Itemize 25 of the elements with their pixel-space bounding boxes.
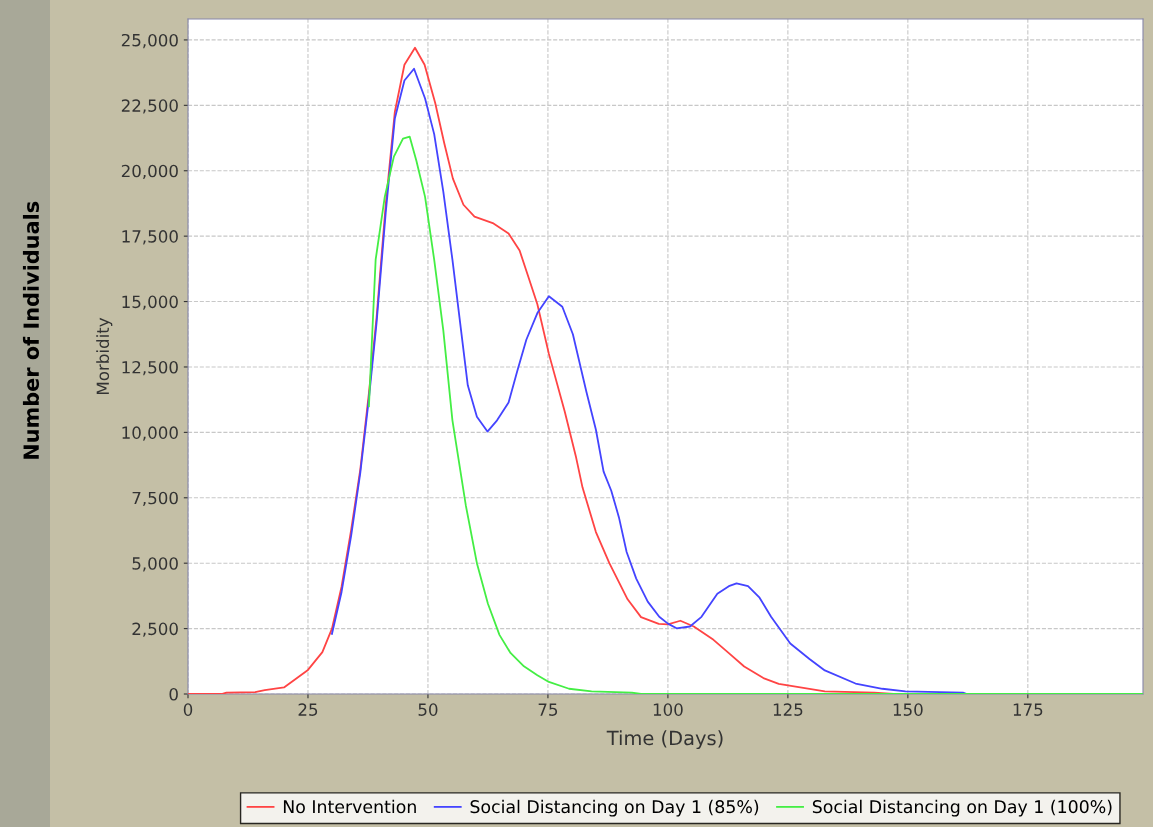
x-tick-label: 75: [538, 703, 558, 716]
x-axis-title: Time (Days): [606, 730, 723, 750]
y-tick-label: 7,500: [132, 491, 178, 507]
y-tick-label: 17,500: [122, 230, 178, 245]
x-tick-label: 125: [773, 703, 803, 716]
y-tick-label: 15,000: [122, 295, 178, 310]
y-tick-label: 5,000: [132, 557, 178, 572]
y-tick-label: 20,000: [121, 164, 178, 180]
legend-label: Social Distancing on Day 1 (85%): [470, 799, 759, 817]
legend-label: Social Distancing on Day 1 (100%): [812, 799, 1112, 817]
x-tick-label: 175: [1013, 703, 1043, 716]
y-tick-label: 0: [169, 687, 178, 701]
y-tick-label: 22,500: [121, 99, 178, 114]
x-tick-label: 100: [653, 703, 683, 716]
x-tick-label: 0: [183, 703, 193, 716]
y-tick-label: 12,500: [122, 360, 178, 376]
x-tick-label: 50: [418, 703, 438, 716]
y-axis-title: Morbidity: [96, 317, 113, 394]
y-tick-label: 2,500: [132, 622, 178, 637]
text: Number of Individuals: [22, 201, 40, 459]
y-tick-label: 10,000: [122, 426, 178, 441]
legend-label: No Intervention: [283, 799, 416, 814]
x-tick-label: 150: [893, 703, 923, 716]
x-tick-label: 25: [298, 703, 318, 716]
y-tick-label: 25,000: [121, 33, 178, 49]
